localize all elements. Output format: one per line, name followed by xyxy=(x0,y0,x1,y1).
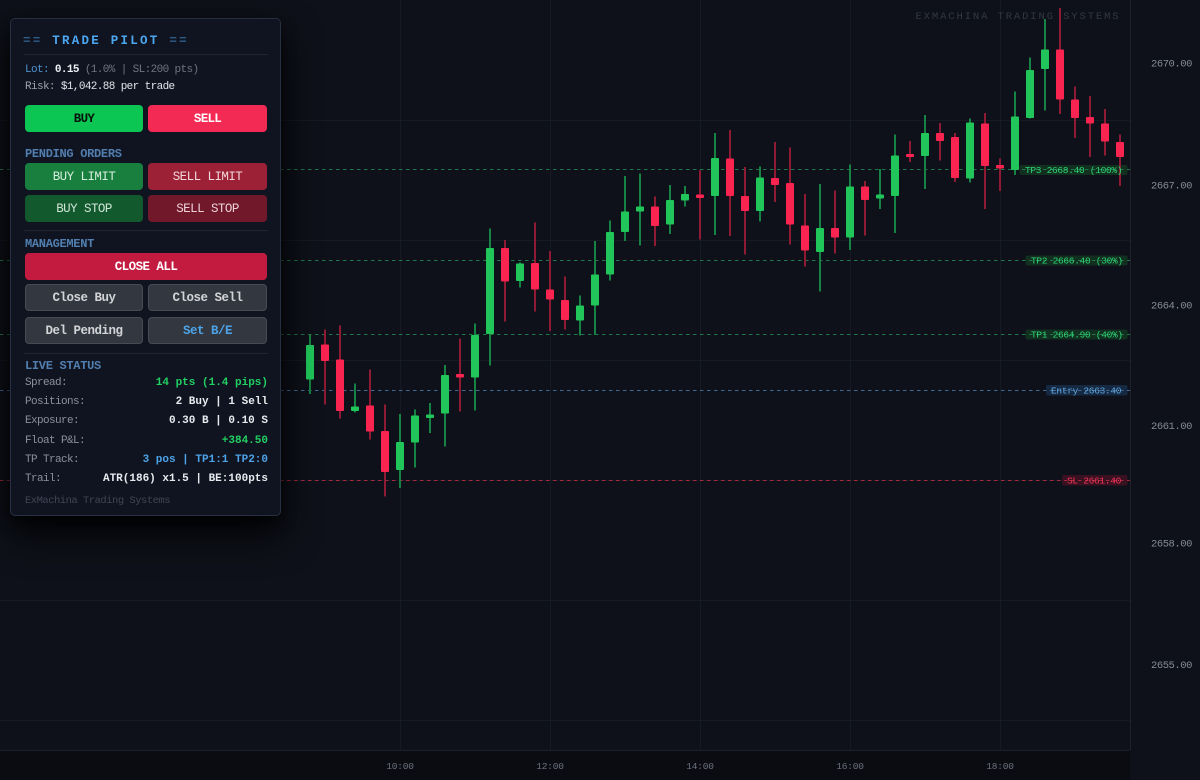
svg-text:18:00: 18:00 xyxy=(986,761,1014,772)
svg-text:2661.00: 2661.00 xyxy=(1151,421,1192,433)
svg-text:2664.00: 2664.00 xyxy=(1151,301,1192,313)
svg-text:SL 2661.40: SL 2661.40 xyxy=(1067,476,1122,487)
svg-text:10:00: 10:00 xyxy=(386,761,414,772)
svg-text:16:00: 16:00 xyxy=(836,761,864,772)
svg-text:14:00: 14:00 xyxy=(686,761,714,772)
svg-text:TP1 2664.90 (40%): TP1 2664.90 (40%) xyxy=(1031,330,1123,341)
svg-text:2670.00: 2670.00 xyxy=(1151,59,1192,71)
svg-text:TP3 2668.40 (100%): TP3 2668.40 (100%) xyxy=(1025,165,1122,176)
svg-text:2655.00: 2655.00 xyxy=(1151,660,1192,672)
svg-text:12:00: 12:00 xyxy=(536,761,564,772)
svg-text:EXMACHINA TRADING SYSTEMS: EXMACHINA TRADING SYSTEMS xyxy=(915,11,1120,23)
svg-text:TP2 2666.40 (30%): TP2 2666.40 (30%) xyxy=(1031,256,1123,267)
svg-text:Entry 2663.40: Entry 2663.40 xyxy=(1051,386,1122,397)
svg-text:2667.00: 2667.00 xyxy=(1151,181,1192,193)
svg-text:2658.00: 2658.00 xyxy=(1151,539,1192,551)
